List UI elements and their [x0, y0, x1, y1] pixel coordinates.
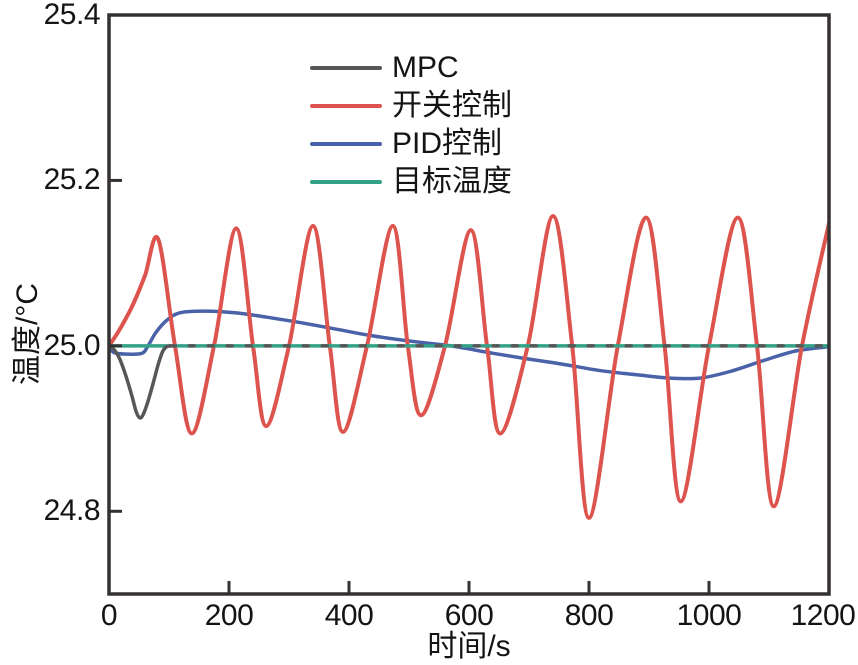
legend-item-switch-control: 开关控制 — [310, 87, 512, 125]
legend-item-pid-control: PID控制 — [310, 125, 512, 163]
series-line-PID控制 — [109, 309, 829, 381]
series-line-开关控制 — [109, 214, 829, 520]
y-tick-label: 25.0 — [43, 328, 101, 362]
x-tick-label: 1000 — [676, 599, 742, 632]
legend-label-mpc: MPC — [392, 51, 459, 84]
legend-swatch-mpc — [310, 66, 382, 70]
plot-box — [107, 13, 831, 596]
legend-swatch-pid-control — [310, 142, 382, 146]
y-tick-label: 25.2 — [43, 163, 101, 197]
legend-swatch-switch-control — [310, 104, 382, 108]
legend-label-switch-control: 开关控制 — [392, 89, 512, 122]
y-tick-label: 24.8 — [43, 494, 101, 528]
legend: MPC 开关控制 PID控制 目标温度 — [310, 49, 512, 201]
legend-label-pid-control: PID控制 — [392, 127, 503, 160]
legend-item-target-temperature: 目标温度 — [310, 163, 512, 201]
x-tick-label: 800 — [564, 599, 614, 632]
x-tick-label: 1200 — [790, 599, 856, 632]
series-group — [109, 214, 829, 520]
x-tick-label: 200 — [204, 599, 254, 632]
x-tick-label: 400 — [324, 599, 374, 632]
y-tick-label: 25.4 — [43, 0, 101, 31]
legend-swatch-target-temperature — [310, 180, 382, 184]
x-axis-label: 时间/s — [427, 630, 511, 663]
legend-label-target-temperature: 目标温度 — [392, 165, 512, 198]
legend-item-mpc: MPC — [310, 49, 512, 87]
x-tick-label: 0 — [100, 599, 118, 632]
series-line-MPC — [109, 344, 172, 420]
x-tick-label: 600 — [444, 599, 494, 632]
